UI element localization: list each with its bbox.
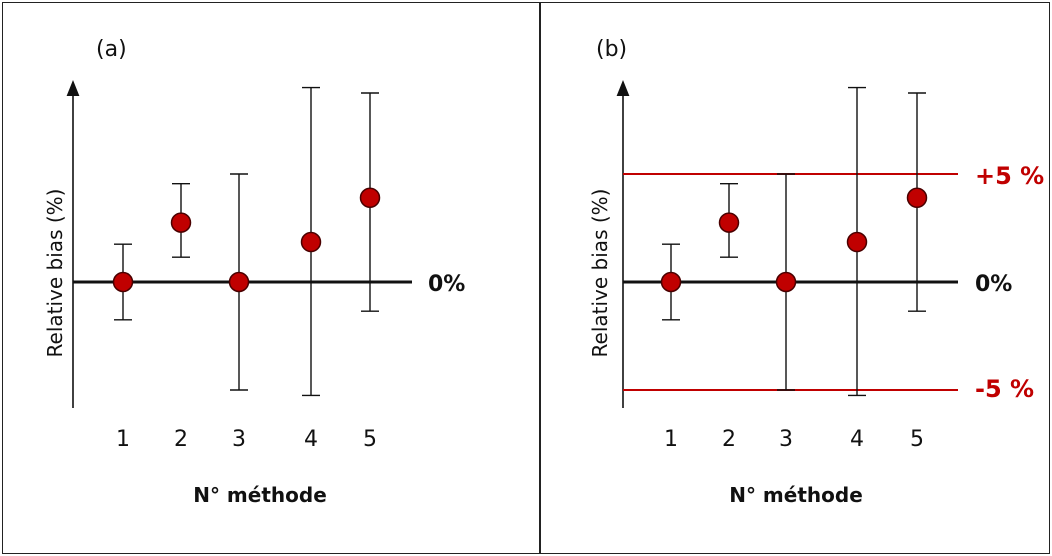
- panel-b-point-5: [906, 187, 928, 209]
- panel-b-lower-limit-label: -5 %: [975, 375, 1034, 403]
- panel-a-point-4: [300, 231, 322, 253]
- panel-b-ref-label: 0%: [975, 272, 1012, 297]
- panel-a-ylabel: Relative bias (%): [43, 189, 67, 358]
- panel-b-point-2: [718, 212, 740, 233]
- panel-b-letter: (b): [596, 37, 627, 62]
- panel-b-xtick-1: 1: [664, 427, 678, 452]
- panel-a-xlabel: N° méthode: [193, 483, 327, 507]
- panel-b-point-1: [660, 271, 682, 293]
- panel-b-frame: [539, 2, 1050, 554]
- panel-b-point-4: [846, 231, 868, 253]
- panel-b-xtick-4: 4: [850, 427, 864, 452]
- panel-a-point-5: [359, 187, 381, 209]
- panel-b-point-3: [775, 271, 797, 293]
- panel-b-xlabel: N° méthode: [729, 483, 863, 507]
- panel-a-xtick-2: 2: [174, 427, 188, 452]
- panel-a-point-3: [228, 271, 250, 293]
- panel-a-xtick-5: 5: [363, 427, 377, 452]
- panel-a-point-2: [170, 212, 192, 233]
- panel-a-letter: (a): [96, 37, 127, 62]
- panel-b-xtick-5: 5: [910, 427, 924, 452]
- panel-b-xtick-2: 2: [722, 427, 736, 452]
- panel-a-xtick-4: 4: [304, 427, 318, 452]
- panel-a-point-1: [112, 271, 134, 293]
- panel-a-frame: [2, 2, 541, 554]
- panel-a-xtick-3: 3: [232, 427, 246, 452]
- panel-b-xtick-3: 3: [779, 427, 793, 452]
- panel-a-xtick-1: 1: [116, 427, 130, 452]
- panel-b-upper-limit-label: +5 %: [975, 162, 1044, 190]
- panel-b-ylabel: Relative bias (%): [588, 189, 612, 358]
- panel-a-ref-label: 0%: [428, 272, 465, 297]
